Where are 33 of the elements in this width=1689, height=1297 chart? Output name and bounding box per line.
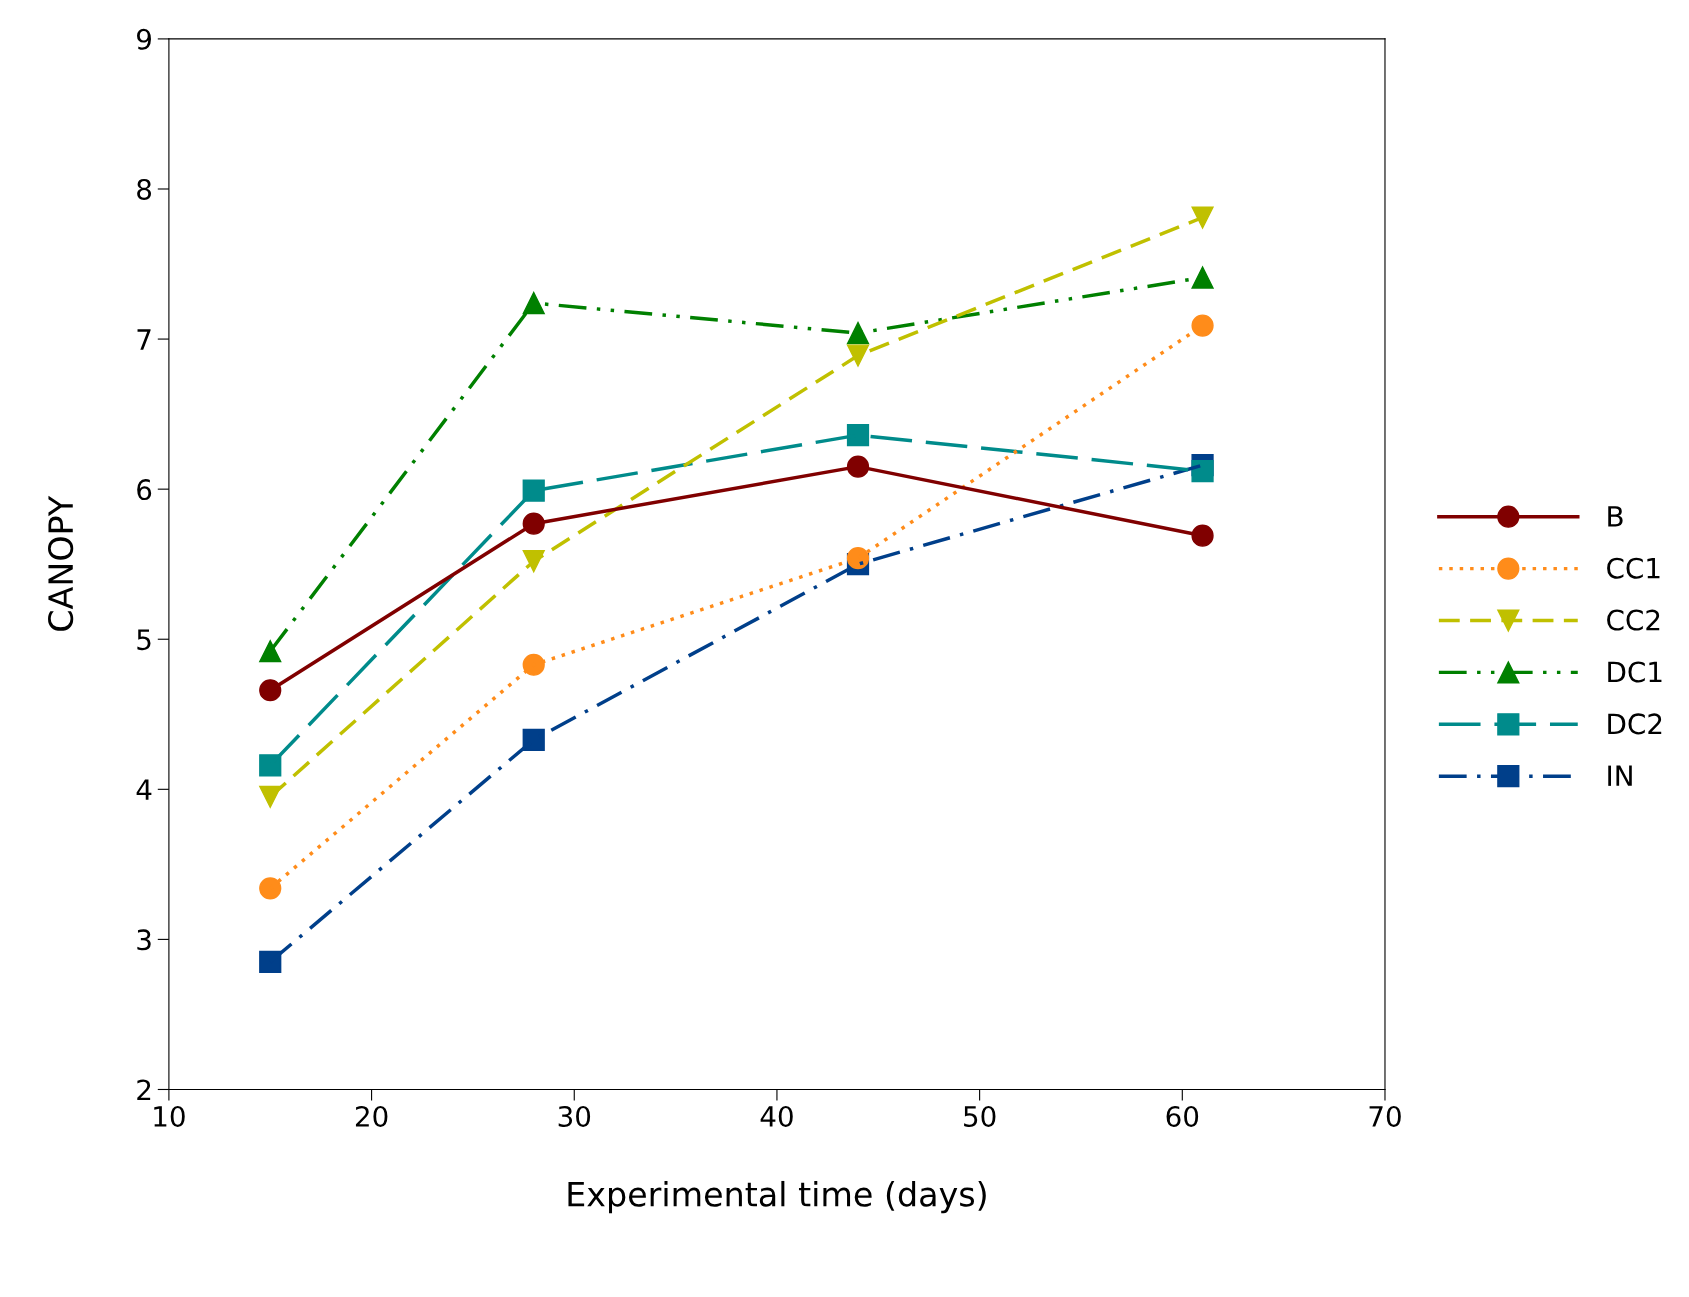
y-tick-label: 6 xyxy=(137,479,152,501)
legend-label: B xyxy=(1608,506,1623,527)
x-axis-title: Experimental time (days) xyxy=(568,1180,986,1214)
y-tick-label: 5 xyxy=(137,629,151,651)
legend-label: CC1 xyxy=(1607,557,1660,579)
point xyxy=(1191,314,1214,337)
y-tick-label: 8 xyxy=(137,178,152,200)
x-tick-label: 20 xyxy=(355,1105,388,1127)
point xyxy=(522,653,545,676)
legend-label: CC2 xyxy=(1607,609,1660,631)
x-tick-label: 70 xyxy=(1369,1105,1401,1127)
y-tick-label: 9 xyxy=(137,28,151,50)
y-tick-label: 3 xyxy=(137,929,151,951)
legend-label: IN xyxy=(1608,765,1632,786)
point xyxy=(846,344,870,367)
point xyxy=(846,424,870,447)
x-tick-label: 40 xyxy=(760,1105,793,1127)
legend-label: DC2 xyxy=(1608,713,1662,735)
point xyxy=(259,877,282,900)
y-tick-label: 2 xyxy=(137,1079,151,1101)
x-tick-label: 10 xyxy=(154,1105,185,1127)
y-tick-label: 7 xyxy=(137,329,151,350)
point xyxy=(846,321,870,345)
y-axis-title: CANOPY xyxy=(48,495,74,631)
x-tick-label: 50 xyxy=(964,1105,996,1127)
x-tick-label: 30 xyxy=(558,1105,591,1127)
point xyxy=(1191,266,1214,289)
point xyxy=(1191,206,1214,229)
y-tick-label: 4 xyxy=(136,779,152,800)
x-tick-label: 60 xyxy=(1166,1105,1199,1127)
legend-label: DC1 xyxy=(1608,661,1662,683)
point xyxy=(846,547,870,570)
point xyxy=(1191,460,1214,483)
